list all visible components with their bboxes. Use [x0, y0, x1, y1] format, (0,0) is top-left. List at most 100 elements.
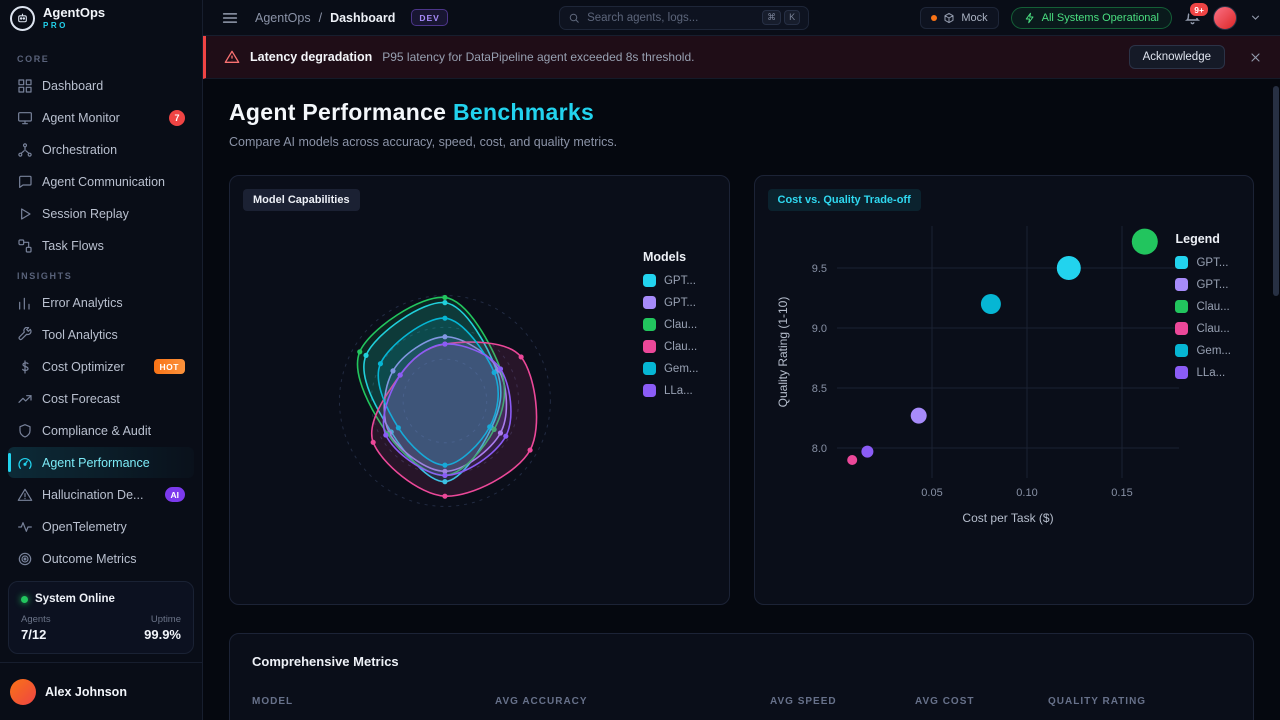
warning-triangle-icon: [224, 49, 240, 65]
app-title-pro: PRO: [43, 21, 68, 30]
sidebar-item-tool-analytics[interactable]: Tool Analytics: [8, 319, 194, 350]
sidebar-item-outcome-metrics[interactable]: Outcome Metrics: [8, 543, 194, 573]
network-icon: [17, 142, 33, 158]
legend-item[interactable]: Gem...: [1175, 344, 1231, 357]
search-bar[interactable]: ⌘K: [559, 5, 810, 30]
close-icon[interactable]: [1249, 51, 1262, 64]
table-column-header[interactable]: MODEL: [252, 696, 294, 707]
legend-label: Gem...: [1196, 344, 1231, 357]
sidebar-item-task-flows[interactable]: Task Flows: [8, 230, 194, 261]
sidebar-item-cost-optimizer[interactable]: Cost Optimizer HOT: [8, 351, 194, 382]
svg-text:8.0: 8.0: [811, 443, 826, 455]
logo-row[interactable]: AgentOps PRO: [0, 0, 202, 36]
table-header-row: MODEL AVG ACCURACY AVG SPEED AVG COST QUALIT…: [252, 696, 1231, 707]
hamburger-menu-icon[interactable]: [221, 9, 239, 27]
legend-swatch: [642, 362, 656, 375]
breadcrumb: AgentOps / Dashboard: [255, 11, 395, 25]
search-shortcut-keys: ⌘ K: [762, 10, 801, 25]
scatter-chart[interactable]: 0.05 0.10 0.15 8.0 8.5 9.0 9.5 Cost per Task ($…: [773, 210, 1193, 550]
kbd-key: K: [784, 10, 801, 25]
table-column-header[interactable]: AVG COST: [915, 696, 975, 707]
sidebar-item-error-analytics[interactable]: Error Analytics: [8, 287, 194, 318]
chart-icon: [17, 295, 33, 311]
sidebar-item-hallucination-de[interactable]: Hallucination De... AI: [8, 479, 194, 510]
sidebar-item-label: Cost Forecast: [42, 391, 120, 406]
user-name: Alex Johnson: [45, 684, 127, 699]
avatar[interactable]: [1213, 5, 1237, 30]
sidebar-item-cost-forecast[interactable]: Cost Forecast: [8, 383, 194, 414]
legend-item[interactable]: LLa...: [642, 384, 699, 397]
sidebar-item-agent-communication[interactable]: Agent Communication: [8, 166, 194, 197]
legend-item[interactable]: Gem...: [642, 362, 699, 375]
avatar: [10, 678, 36, 705]
radar-chart-title: Model Capabilities: [243, 189, 360, 211]
legend-item[interactable]: GPT...: [1175, 256, 1231, 269]
breadcrumb-page[interactable]: Dashboard: [330, 10, 396, 25]
env-badge: DEV: [411, 9, 448, 26]
sidebar-item-label: Cost Optimizer: [42, 359, 125, 374]
table-column-header[interactable]: QUALITY RATING: [1048, 696, 1147, 707]
search-input[interactable]: [587, 11, 756, 24]
search-icon: [568, 12, 580, 24]
scatter-chart-card: Cost vs. Quality Trade-off 0.05 0.10 0.15 8…: [753, 175, 1254, 605]
sidebar-item-orchestration[interactable]: Orchestration: [8, 134, 194, 165]
sidebar-item-label: Agent Monitor: [42, 110, 120, 125]
legend-item[interactable]: GPT...: [1175, 278, 1231, 291]
sidebar-item-agent-monitor[interactable]: Agent Monitor 7: [8, 102, 194, 133]
sidebar-item-agent-performance[interactable]: Agent Performance: [8, 447, 194, 478]
legend-label: LLa...: [1196, 366, 1226, 379]
legend-label: Clau...: [1196, 322, 1230, 335]
mock-status-dot: [931, 14, 938, 21]
scrollbar-thumb[interactable]: [1273, 86, 1279, 296]
sidebar-nav: CORE Dashboard Agent Monitor 7 Orchestration…: [0, 36, 202, 573]
robot-logo-icon: [10, 5, 35, 31]
legend-item[interactable]: Clau...: [1175, 300, 1231, 313]
radar-chart[interactable]: [230, 176, 729, 604]
chevron-down-icon[interactable]: [1249, 11, 1262, 24]
sidebar-item-session-replay[interactable]: Session Replay: [8, 198, 194, 229]
sidebar-item-dashboard[interactable]: Dashboard: [8, 70, 194, 101]
sidebar-item-opentelemetry[interactable]: OpenTelemetry: [8, 511, 194, 542]
system-status-title: System Online: [35, 593, 115, 605]
system-status-card: System Online Agents Uptime 7/12 99.9%: [8, 581, 194, 654]
target-icon: [17, 551, 33, 567]
systems-operational-badge[interactable]: All Systems Operational: [1010, 6, 1172, 29]
page-title: Agent Performance Benchmarks: [229, 99, 595, 125]
table-column-header[interactable]: AVG SPEED: [770, 696, 837, 707]
legend-label: Clau...: [1196, 300, 1230, 313]
svg-text:9.5: 9.5: [811, 263, 826, 275]
legend-item[interactable]: Clau...: [642, 318, 699, 331]
notifications-bell-icon[interactable]: 9+: [1184, 1, 1210, 26]
sidebar-item-badge: AI: [164, 487, 185, 502]
legend-item[interactable]: GPT...: [642, 296, 699, 309]
sidebar-item-badge: 7: [169, 109, 185, 126]
legend-item[interactable]: LLa...: [1175, 366, 1231, 379]
sidebar-item-compliance-audit[interactable]: Compliance & Audit: [8, 415, 194, 446]
legend-swatch: [642, 274, 656, 287]
legend-item[interactable]: Clau...: [642, 340, 699, 353]
shield-icon: [17, 423, 33, 439]
gauge-icon: [17, 455, 33, 471]
zap-icon: [1024, 12, 1036, 24]
legend-swatch: [1175, 344, 1189, 357]
table-column-header[interactable]: AVG ACCURACY: [495, 696, 588, 707]
legend-swatch: [1175, 256, 1189, 269]
agents-label: Agents: [21, 614, 51, 625]
svg-text:Cost per Task ($): Cost per Task ($): [962, 511, 1053, 525]
online-status-dot: [21, 595, 28, 603]
alert-title: Latency degradation: [250, 50, 373, 64]
legend-item[interactable]: GPT...: [642, 274, 699, 287]
breadcrumb-app[interactable]: AgentOps: [255, 10, 311, 25]
legend-item[interactable]: Clau...: [1175, 322, 1231, 335]
trend-icon: [17, 391, 33, 407]
wrench-icon: [17, 326, 33, 343]
scrollbar-track[interactable]: [1273, 46, 1279, 718]
legend-swatch: [1175, 278, 1189, 291]
acknowledge-button[interactable]: Acknowledge: [1128, 45, 1225, 69]
sidebar-item-label: Agent Communication: [42, 174, 165, 189]
user-menu[interactable]: Alex Johnson: [0, 662, 202, 720]
legend-label: Clau...: [663, 318, 698, 331]
mock-toggle[interactable]: Mock: [920, 6, 999, 29]
sidebar-item-label: Task Flows: [42, 238, 104, 253]
